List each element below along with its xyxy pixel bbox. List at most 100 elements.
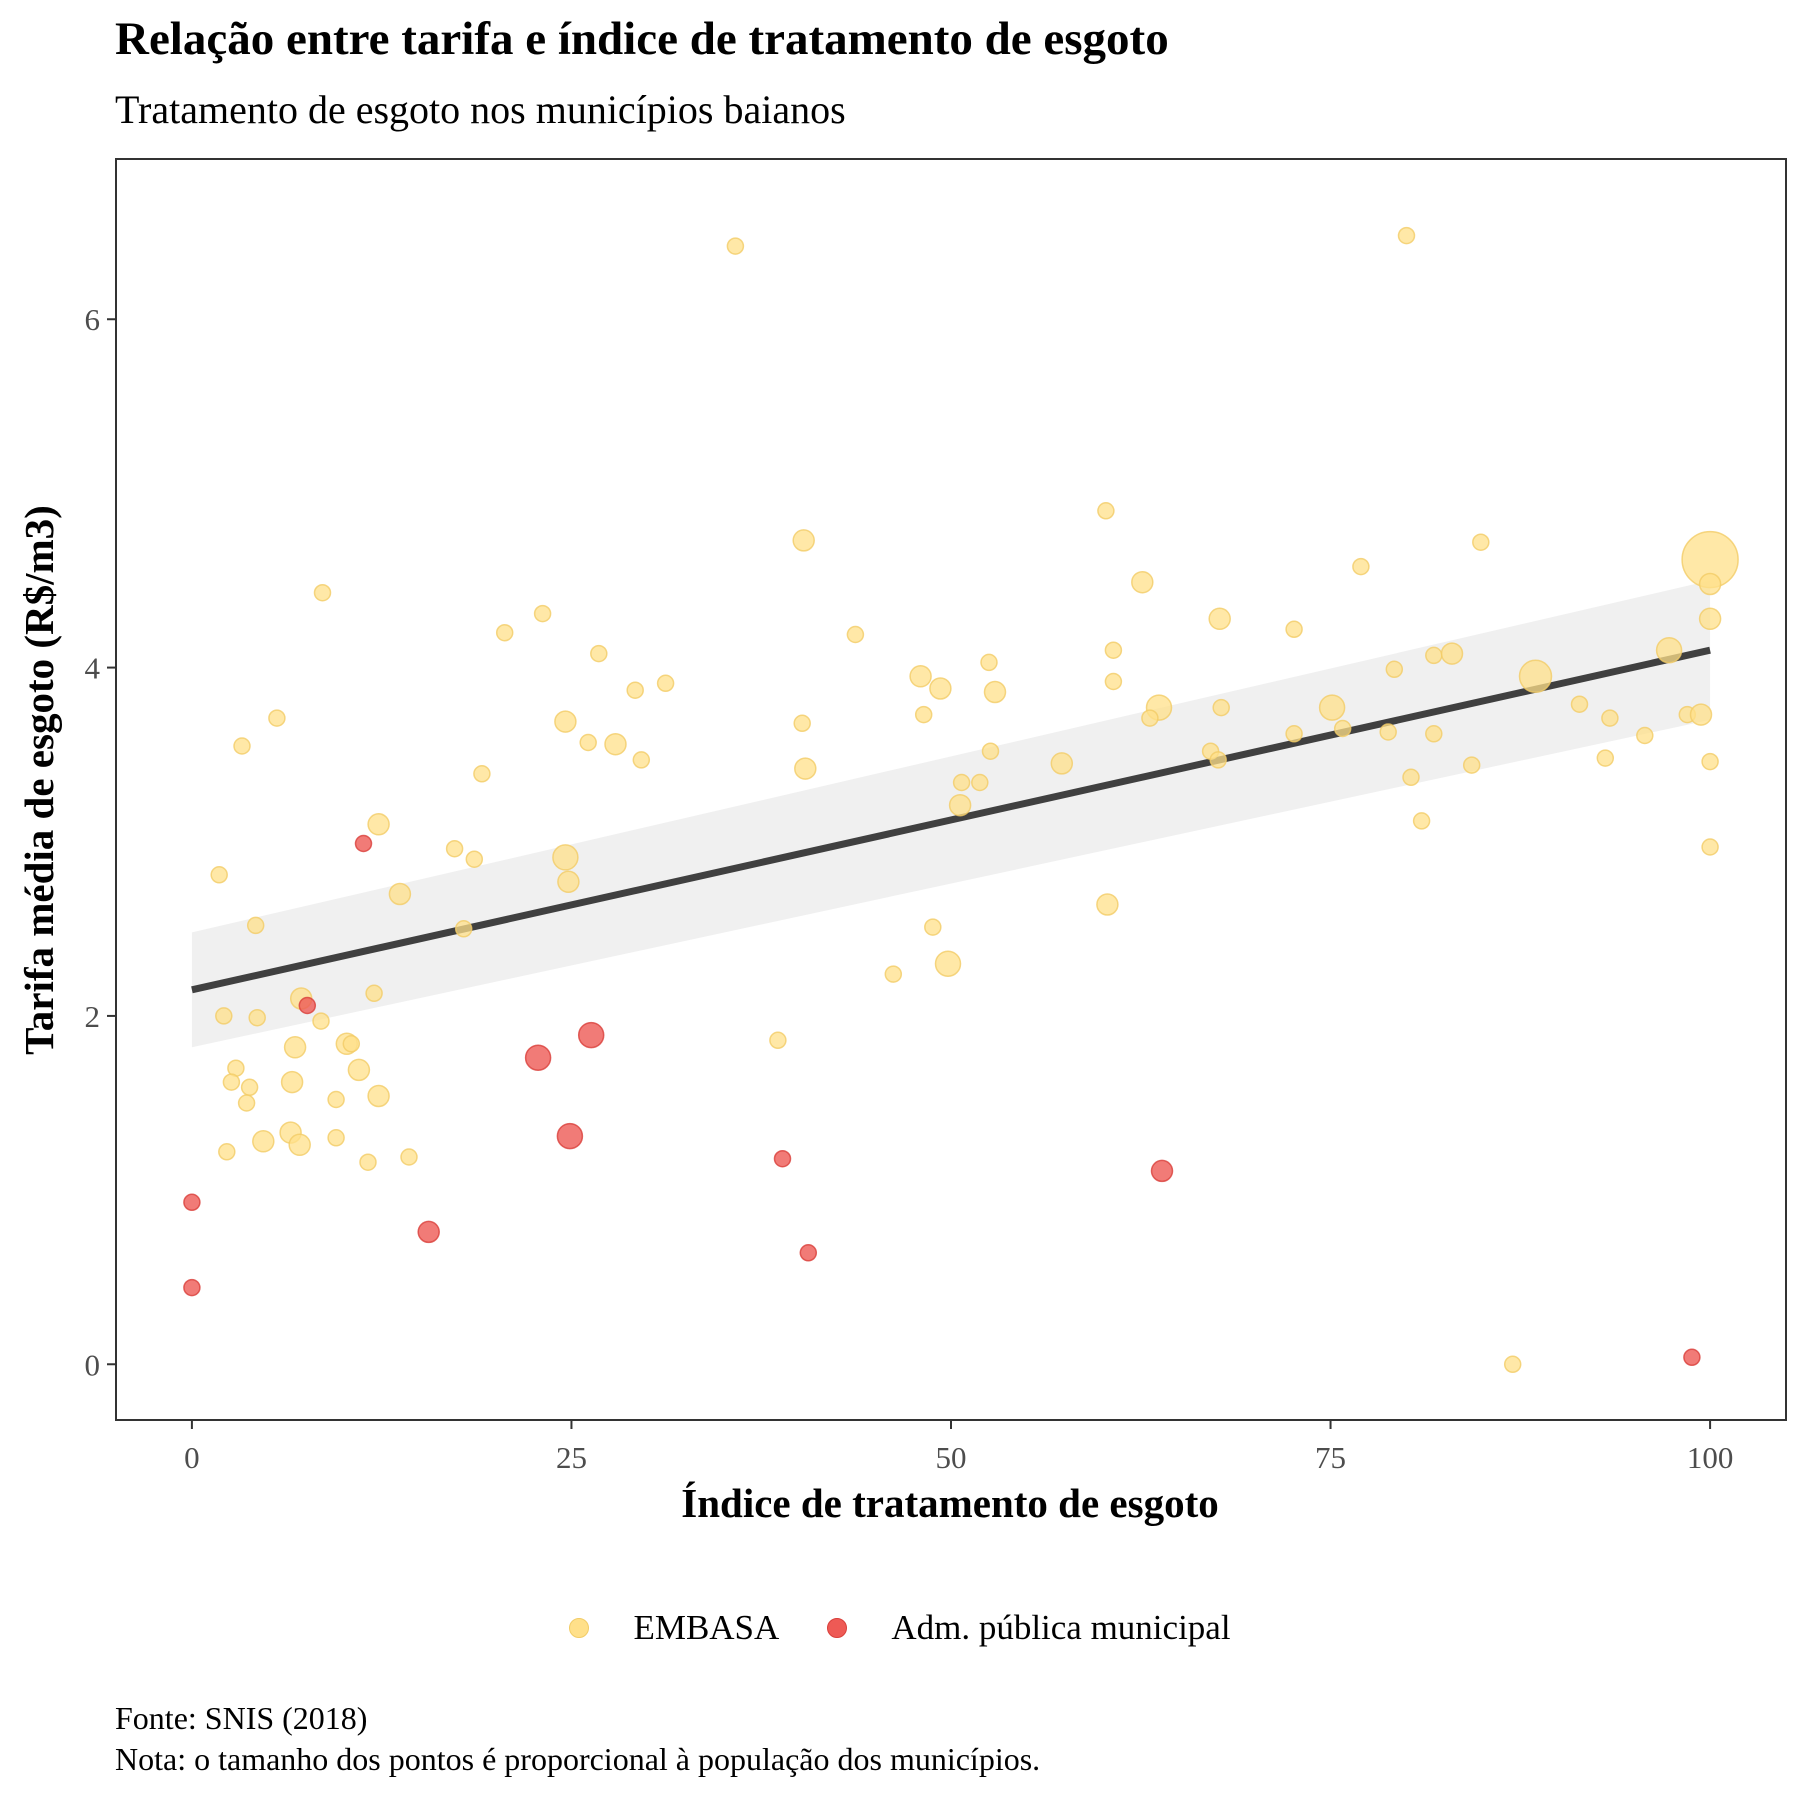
y-axis-label: Tarifa média de esgoto (R$/m3) — [16, 505, 62, 1055]
point-municipal — [298, 996, 317, 1015]
point-embasa — [794, 757, 817, 780]
point-embasa — [533, 604, 552, 623]
chart-subtitle: Tratamento de esgoto nos municípios baia… — [115, 87, 846, 132]
point-embasa — [1209, 751, 1227, 769]
point-embasa — [218, 1143, 236, 1161]
point-embasa — [1096, 893, 1119, 916]
trend-line — [191, 646, 1711, 994]
point-embasa — [283, 1036, 307, 1059]
point-municipal — [577, 1021, 605, 1049]
point-municipal — [183, 1278, 201, 1297]
point-municipal — [1683, 1348, 1701, 1367]
y-tick-label: 2 — [85, 999, 101, 1034]
confidence-band-area — [191, 580, 1711, 1048]
point-embasa — [445, 839, 464, 858]
point-embasa — [327, 1090, 345, 1109]
point-embasa — [312, 1012, 330, 1030]
point-embasa — [1425, 646, 1443, 665]
point-embasa — [280, 1070, 304, 1094]
point-embasa — [590, 644, 608, 663]
point-embasa — [726, 237, 745, 255]
chart-title: Relação entre tarifa e índice de tratame… — [115, 13, 1169, 65]
point-embasa — [1379, 723, 1397, 741]
point-embasa — [1050, 752, 1074, 775]
point-embasa — [924, 918, 942, 936]
caption-note: Nota: o tamanho dos pontos é proporciona… — [115, 1741, 1041, 1777]
point-embasa — [1655, 636, 1683, 664]
point-embasa — [215, 1007, 233, 1025]
point-embasa — [454, 920, 473, 938]
legend-dot-municipal-icon — [827, 1618, 848, 1638]
point-embasa — [604, 732, 627, 756]
point-embasa — [1440, 642, 1464, 665]
point-embasa — [1689, 703, 1713, 726]
point-embasa — [1402, 768, 1420, 787]
point-embasa — [400, 1148, 418, 1166]
legend-label-embasa: EMBASA — [633, 1608, 780, 1647]
axes: 0 25 50 75 100 0 2 4 6 — [85, 302, 1734, 1475]
point-embasa — [359, 1153, 377, 1171]
point-embasa — [1104, 672, 1123, 691]
legend-dot-embasa-icon — [569, 1618, 590, 1638]
point-embasa — [313, 583, 332, 602]
point-embasa — [248, 1008, 266, 1027]
point-embasa — [1503, 1355, 1522, 1374]
point-embasa — [1285, 725, 1303, 743]
point-embasa — [1104, 641, 1123, 659]
point-embasa — [971, 773, 989, 792]
point-embasa — [222, 1073, 241, 1091]
caption: Fonte: SNIS (2018) Nota: o tamanho dos p… — [115, 1698, 1040, 1780]
point-embasa — [367, 813, 390, 836]
point-embasa — [909, 665, 932, 688]
point-embasa — [656, 674, 675, 693]
point-embasa — [1352, 557, 1370, 576]
point-municipal — [799, 1244, 818, 1262]
point-embasa — [1412, 812, 1431, 830]
point-municipal — [773, 1149, 792, 1168]
y-tick-label: 0 — [85, 1347, 101, 1382]
point-embasa — [1141, 709, 1159, 727]
point-embasa — [952, 773, 971, 792]
point-embasa — [1462, 756, 1481, 774]
point-embasa — [495, 623, 514, 642]
point-embasa — [268, 709, 286, 727]
point-embasa — [473, 765, 491, 783]
point-embasa — [769, 1031, 787, 1050]
legend-item-municipal: Adm. pública municipal — [827, 1608, 1231, 1648]
point-embasa — [1698, 572, 1722, 596]
point-embasa — [1097, 502, 1115, 520]
point-embasa — [388, 882, 412, 906]
y-tick-label: 4 — [85, 651, 101, 686]
caption-source: Fonte: SNIS (2018) — [115, 1700, 368, 1736]
point-embasa — [1397, 226, 1416, 245]
legend-item-embasa: EMBASA — [569, 1608, 779, 1648]
point-embasa — [929, 677, 952, 700]
point-embasa — [980, 653, 998, 672]
point-embasa — [367, 1084, 390, 1108]
point-embasa — [365, 984, 383, 1003]
point-embasa — [554, 710, 577, 733]
point-embasa — [792, 529, 815, 552]
point-embasa — [552, 844, 579, 871]
point-embasa — [1333, 719, 1352, 738]
point-embasa — [983, 680, 1007, 704]
point-embasa — [1212, 698, 1230, 717]
point-municipal — [556, 1122, 584, 1150]
point-embasa — [252, 1130, 275, 1153]
point-municipal — [354, 834, 373, 853]
point-embasa — [237, 1094, 256, 1112]
point-embasa — [327, 1129, 345, 1147]
legend-label-municipal: Adm. pública municipal — [891, 1608, 1231, 1647]
point-embasa — [347, 1058, 371, 1082]
point-embasa — [579, 733, 597, 752]
point-embasa — [914, 705, 933, 724]
point-embasa — [465, 850, 484, 868]
point-embasa — [793, 714, 811, 733]
point-embasa — [934, 950, 962, 977]
x-axis-label: Índice de tratamento de esgoto — [681, 1480, 1218, 1526]
point-municipal — [183, 1193, 201, 1212]
point-embasa — [948, 793, 972, 817]
point-embasa — [632, 751, 651, 769]
point-embasa — [884, 965, 903, 983]
point-embasa — [1701, 752, 1719, 771]
